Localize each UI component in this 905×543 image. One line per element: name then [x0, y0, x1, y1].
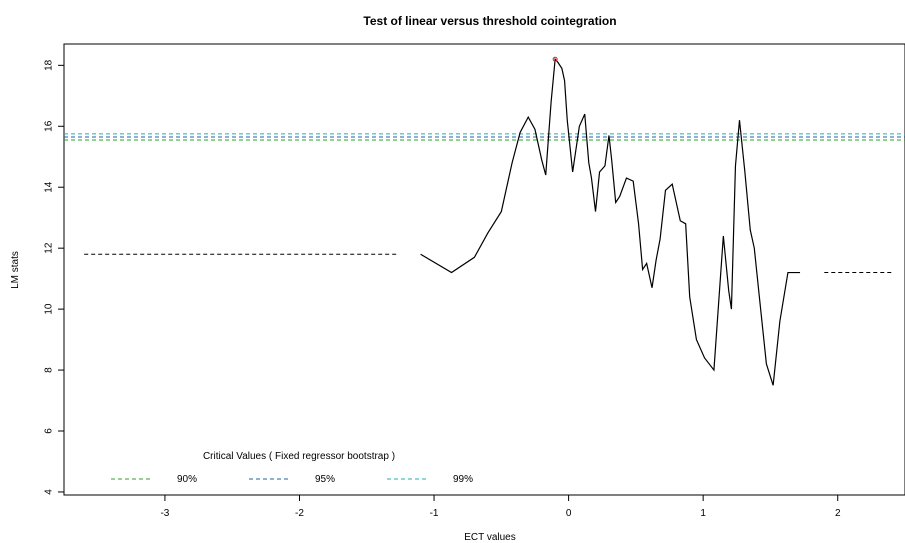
y-tick-label: 18	[44, 59, 55, 71]
max-point-marker	[552, 56, 558, 62]
x-tick-label: -1	[430, 508, 439, 519]
x-axis-label: ECT values	[464, 532, 516, 543]
x-tick-label: 1	[700, 508, 706, 519]
flat-segments	[84, 253, 892, 274]
y-tick-label: 8	[44, 367, 55, 373]
y-tick-label: 4	[44, 489, 55, 495]
y-tick-label: 10	[44, 303, 55, 315]
x-tick-label: 2	[835, 508, 841, 519]
y-tick-label: 12	[44, 242, 55, 254]
lm-series	[420, 56, 801, 386]
legend: Critical Values ( Fixed regressor bootst…	[111, 451, 473, 485]
x-tick-label: 0	[566, 508, 572, 519]
x-tick-label: -2	[295, 508, 304, 519]
legend-title: Critical Values ( Fixed regressor bootst…	[203, 451, 395, 462]
x-tick-label: -3	[160, 508, 169, 519]
legend-label: 90%	[177, 474, 197, 485]
critical-value-lines	[64, 133, 905, 141]
x-axis: -3 -2 -1 0 1 2	[160, 495, 841, 519]
legend-label: 99%	[453, 474, 473, 485]
y-tick-label: 6	[44, 428, 55, 434]
y-tick-label: 14	[44, 181, 55, 193]
y-tick-label: 16	[44, 120, 55, 132]
y-axis: 4 6 8 10 12 14 16 18	[44, 59, 64, 495]
series-line	[420, 57, 801, 386]
y-axis-label: LM stats	[10, 251, 21, 289]
chart-title: Test of linear versus threshold cointegr…	[363, 14, 616, 28]
legend-label: 95%	[315, 474, 335, 485]
plot-frame	[63, 43, 905, 496]
